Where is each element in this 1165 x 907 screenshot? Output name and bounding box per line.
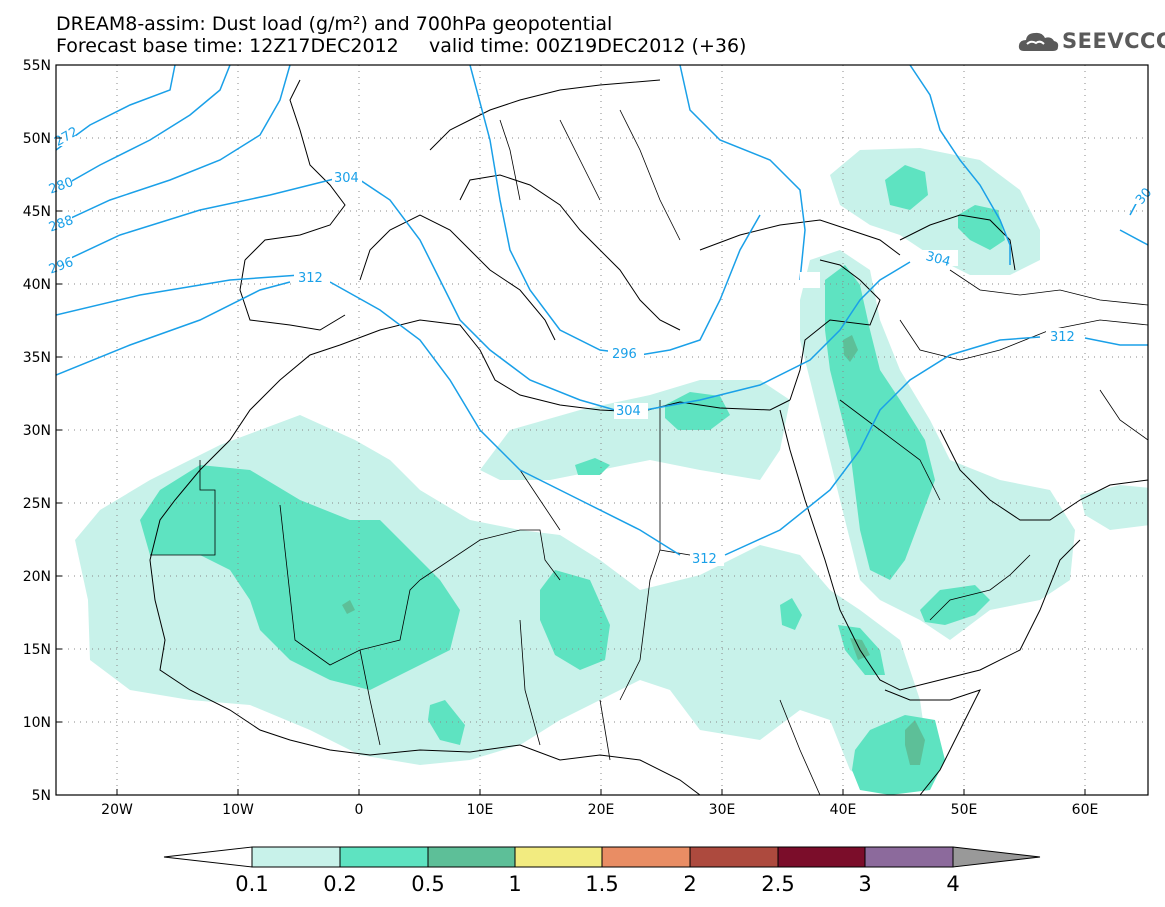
lat-label: 20N [23, 569, 51, 585]
legend-label: 3 [858, 872, 871, 896]
contour-label: 296 [612, 347, 637, 362]
seevccc-logo: SEEVCCC [1018, 27, 1165, 57]
logo-text: SEEVCCC [1062, 29, 1165, 53]
dust-fields [75, 148, 1148, 795]
legend-swatch [689, 846, 779, 868]
coastlines [149, 79, 1148, 795]
dust-medium [140, 165, 1005, 795]
legend-colorbar [163, 846, 1041, 868]
lat-labels: 55N 50N 45N 40N 35N 30N 25N 20N 15N 10N … [23, 58, 51, 804]
contour-312-west [56, 281, 291, 376]
contour-label: 296 [47, 255, 75, 278]
cloud-icon [1018, 32, 1059, 51]
contour-280 [56, 65, 231, 191]
contour-label: 304 [616, 404, 641, 419]
contour-label: 312 [692, 552, 717, 567]
contour-30-east-b [1119, 229, 1148, 246]
lat-label: 10N [23, 715, 51, 731]
legend-swatch [427, 846, 516, 868]
contour-288 [56, 65, 291, 226]
legend-label: 0.2 [323, 872, 356, 896]
legend-swatch [251, 846, 341, 868]
map-title: DREAM8-assim: Dust load (g/m²) and 700hP… [56, 13, 613, 35]
contour-label: 280 [47, 175, 75, 198]
contour-272 [56, 65, 176, 151]
lat-label: 40N [23, 277, 51, 293]
legend-arrow-right [952, 846, 1041, 868]
contour-label: 304 [924, 249, 952, 270]
contour-label: 312 [1050, 330, 1075, 345]
legend-swatch [514, 846, 603, 868]
legend-swatch [601, 846, 691, 868]
contour-labels: 272 280 288 296 304 312 296 304 312 304 … [47, 124, 1155, 567]
lat-label: 35N [23, 350, 51, 366]
contour-296-west [56, 174, 351, 266]
lat-label: 45N [23, 204, 51, 220]
contour-312-east [724, 336, 1041, 556]
contour-304-west [56, 274, 301, 316]
legend-label: 1 [508, 872, 521, 896]
legend-label: 0.5 [411, 872, 444, 896]
contour-312-far-east [1084, 337, 1148, 346]
contour-label: 312 [298, 271, 323, 286]
lat-label: 5N [32, 788, 51, 804]
lat-lon-grid [56, 65, 1148, 795]
contour-304-east [644, 261, 911, 411]
geopotential-contours [56, 65, 1148, 556]
contour-312-mid [329, 281, 681, 556]
legend-swatch [339, 846, 429, 868]
lon-label: 50E [951, 802, 978, 818]
legend-swatch [777, 846, 866, 868]
lon-label: 20E [588, 802, 615, 818]
lon-label: 10E [467, 802, 494, 818]
map-subtitle: Forecast base time: 12Z17DEC2012 valid t… [56, 35, 747, 57]
legend-swatch [864, 846, 954, 868]
legend-label: 2.5 [761, 872, 794, 896]
lon-label: 20W [101, 802, 133, 818]
contour-label: 288 [47, 213, 75, 236]
legend-labels: 0.1 0.2 0.5 1 1.5 2 2.5 3 4 [235, 872, 959, 896]
lat-label: 30N [23, 423, 51, 439]
lon-label: 10W [222, 802, 254, 818]
contour-304-north [679, 65, 806, 281]
lat-label: 15N [23, 642, 51, 658]
contour-304-mid [359, 179, 616, 411]
legend-label: 1.5 [585, 872, 618, 896]
lat-label: 55N [23, 58, 51, 74]
lat-label: 50N [23, 131, 51, 147]
lon-label: 60E [1072, 802, 1099, 818]
legend-arrow-left [163, 846, 253, 868]
axis-ticks [56, 137, 1086, 795]
legend-label: 2 [683, 872, 696, 896]
legend-label: 0.1 [235, 872, 268, 896]
lon-label: 0 [355, 802, 364, 818]
lat-label: 25N [23, 496, 51, 512]
lon-labels: 20W 10W 0 10E 20E 30E 40E 50E 60E [101, 802, 1098, 818]
contour-296-north [909, 65, 1011, 265]
lon-label: 30E [709, 802, 736, 818]
lon-label: 40E [830, 802, 857, 818]
contour-label: 304 [334, 171, 359, 186]
legend-label: 4 [946, 872, 959, 896]
contour-296-mid [469, 65, 761, 356]
